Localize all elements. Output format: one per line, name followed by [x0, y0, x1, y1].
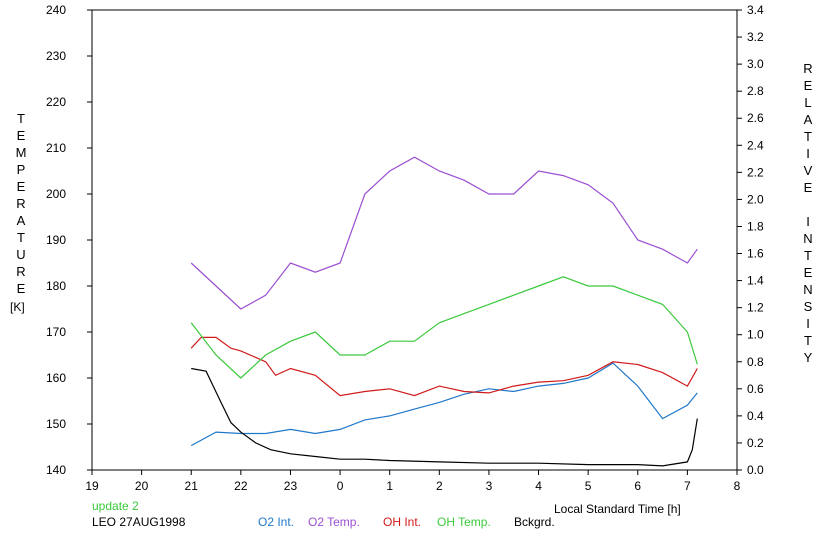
x-axis-ticks: 19 20 21 22 23 0 1 2 3 4 5 6 7 8: [85, 470, 741, 493]
y-right-tick-label: 1.4: [747, 274, 764, 288]
axis-label-letter: I: [806, 214, 810, 229]
series-line-o2-temp: [190, 156, 698, 310]
axis-label-letter: A: [16, 213, 26, 228]
axis-label-letter: T: [17, 230, 25, 245]
axis-label-letter: E: [803, 180, 813, 195]
axis-label-letter: R: [16, 264, 26, 279]
y-right-tick-label: 3.0: [747, 57, 764, 71]
axis-label-letter: S: [803, 299, 813, 314]
axis-label-letter: E: [803, 78, 813, 93]
y-left-tick-label: 170: [46, 325, 66, 339]
axis-label-letter: E: [16, 128, 26, 143]
y-right-tick-label: 0.6: [747, 382, 764, 396]
x-tick-label: 4: [535, 479, 542, 493]
y-right-tick-label: 1.6: [747, 247, 764, 261]
y-left-tick-label: 240: [46, 3, 66, 17]
y-right-tick-label: 2.0: [747, 192, 764, 206]
y-left-axis-ticks: 140 150 160 170 180 190 200 210 220 230 240: [46, 3, 92, 477]
axis-label-letter: T: [17, 111, 25, 126]
axis-label-letter: E: [803, 265, 813, 280]
y-left-tick-label: 200: [46, 187, 66, 201]
series-line-o2-int: [190, 362, 698, 447]
x-tick-label: 8: [734, 479, 741, 493]
x-tick-label: 21: [185, 479, 199, 493]
legend-bckgrd: Bckgrd.: [514, 515, 555, 529]
axis-label-letter: N: [803, 231, 813, 246]
y-right-tick-label: 2.2: [747, 165, 764, 179]
plot-frame: [91, 9, 738, 471]
status-annotation: update 2: [92, 499, 139, 513]
y-left-axis-unit: [K]: [10, 300, 25, 314]
y-right-tick-label: 1.0: [747, 328, 764, 342]
axis-label-letter: R: [16, 196, 26, 211]
axis-label-letter: U: [16, 247, 26, 262]
y-right-tick-label: 0.8: [747, 355, 764, 369]
x-tick-label: 3: [486, 479, 493, 493]
y-right-tick-label: 1.8: [747, 219, 764, 233]
series-line-oh-int: [190, 336, 698, 397]
axis-label-letter: Y: [803, 350, 813, 365]
axis-label-letter: A: [803, 112, 813, 127]
axis-label-letter: P: [16, 162, 26, 177]
y-right-tick-label: 1.2: [747, 301, 764, 315]
axis-label-letter: T: [804, 129, 812, 144]
x-tick-label: 2: [436, 479, 443, 493]
x-tick-label: 6: [634, 479, 641, 493]
series-layer: [190, 156, 698, 467]
y-left-tick-label: 210: [46, 141, 66, 155]
y-right-tick-label: 3.2: [747, 30, 764, 44]
x-tick-label: 23: [284, 479, 298, 493]
x-tick-label: 5: [585, 479, 592, 493]
y-right-tick-label: 2.8: [747, 84, 764, 98]
x-axis-label: Local Standard Time [h]: [554, 502, 681, 516]
series-line-oh-temp: [190, 276, 698, 379]
axis-label-letter: M: [15, 145, 27, 160]
y-right-axis-ticks: 0.0 0.2 0.4 0.6 0.8 1.0 1.2 1.4 1.6 1.8 2.0 2.2 2.4 2…: [737, 3, 764, 477]
legend-oh-int: OH Int.: [383, 515, 422, 529]
y-right-tick-label: 0.2: [747, 436, 764, 450]
axis-label-letter: T: [804, 333, 812, 348]
y-left-tick-label: 160: [46, 371, 66, 385]
x-tick-label: 0: [337, 479, 344, 493]
y-left-tick-label: 230: [46, 49, 66, 63]
x-tick-label: 19: [85, 479, 99, 493]
x-tick-label: 7: [684, 479, 691, 493]
y-left-tick-label: 190: [46, 233, 66, 247]
y-left-tick-label: 220: [46, 95, 66, 109]
axis-label-letter: V: [803, 163, 813, 178]
series-line-bckgrd: [191, 367, 698, 467]
station-annotation: LEO 27AUG1998: [92, 515, 186, 529]
y-right-tick-label: 0.4: [747, 409, 764, 423]
y-left-tick-label: 150: [46, 417, 66, 431]
axis-label-letter: R: [803, 61, 813, 76]
axis-label-letter: T: [804, 248, 812, 263]
x-tick-label: 1: [386, 479, 393, 493]
legend-o2-int: O2 Int.: [258, 515, 295, 529]
axis-label-letter: E: [16, 179, 26, 194]
axis-label-letter: N: [803, 282, 813, 297]
y-right-tick-label: 3.4: [747, 3, 764, 17]
y-left-tick-label: 140: [46, 463, 66, 477]
y-right-tick-label: 2.4: [747, 138, 764, 152]
legend-oh-temp: OH Temp.: [437, 515, 491, 529]
axis-label-letter: L: [804, 95, 812, 110]
y-left-tick-label: 180: [46, 279, 66, 293]
x-tick-label: 22: [234, 479, 248, 493]
axis-label-letter: I: [806, 316, 810, 331]
axis-label-letter: E: [16, 281, 26, 296]
legend-o2-temp: O2 Temp.: [308, 515, 360, 529]
axis-label-letter: [800, 196, 816, 213]
axis-label-letter: I: [806, 146, 810, 161]
x-tick-label: 20: [135, 479, 149, 493]
y-right-tick-label: 2.6: [747, 111, 764, 125]
y-right-tick-label: 0.0: [747, 463, 764, 477]
